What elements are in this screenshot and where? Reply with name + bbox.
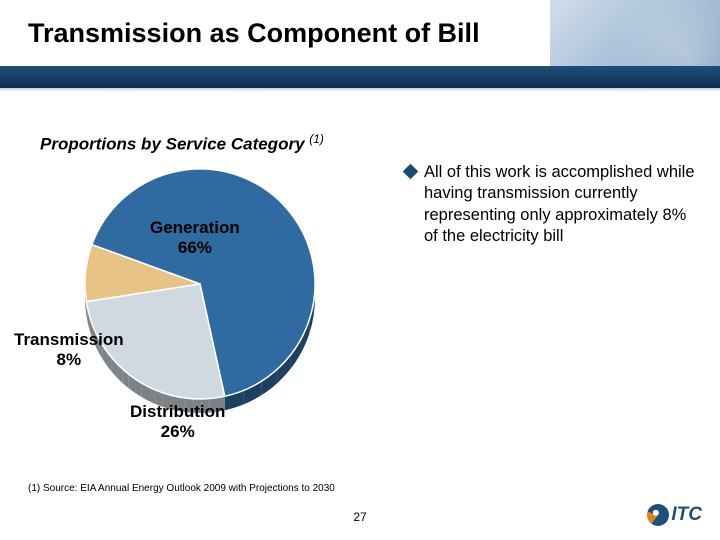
subtitle-sup: (1): [309, 132, 324, 146]
bullet-list: All of this work is accomplished while h…: [405, 162, 695, 248]
page-number: 27: [0, 510, 720, 524]
bullet-item: All of this work is accomplished while h…: [405, 162, 695, 248]
page-title: Transmission as Component of Bill: [28, 18, 480, 49]
pie-label-transmission: Transmission8%: [14, 330, 124, 369]
pie-label-distribution: Distribution26%: [130, 402, 225, 441]
pie-label-generation: Generation66%: [150, 218, 240, 257]
slide: Transmission as Component of Bill Propor…: [0, 0, 720, 540]
subtitle-text: Proportions by Service Category: [40, 135, 309, 154]
pie-chart: [70, 160, 330, 420]
chart-subtitle: Proportions by Service Category (1): [40, 132, 324, 155]
pie-svg: [70, 160, 330, 420]
footnote: (1) Source: EIA Annual Energy Outlook 20…: [28, 483, 335, 494]
logo-swirl-icon: [647, 504, 669, 526]
logo-text: ITC: [671, 504, 702, 526]
logo: ITC: [647, 504, 702, 526]
bullet-text: All of this work is accomplished while h…: [424, 162, 695, 248]
title-band: [0, 66, 720, 88]
diamond-bullet-icon: [403, 164, 419, 180]
